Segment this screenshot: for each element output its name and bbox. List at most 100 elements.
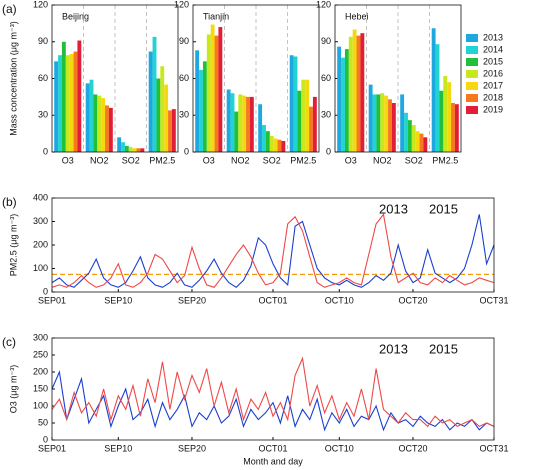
x-tick-label: SO2	[405, 155, 423, 165]
x-tick-label: SEP20	[178, 295, 206, 305]
bar	[415, 131, 420, 152]
bar	[439, 90, 444, 152]
bar	[360, 33, 365, 152]
plot-frame	[334, 4, 462, 153]
y-tick-label: 150	[33, 383, 48, 393]
x-tick-label: OCT10	[325, 443, 354, 453]
bar	[210, 24, 215, 153]
x-tick-label: OCT20	[398, 295, 427, 305]
y-axis-label: O3 (μg m⁻³)	[8, 365, 18, 413]
panel-label: (c)	[2, 335, 16, 349]
bar	[77, 40, 82, 152]
bar	[124, 145, 129, 152]
legend-label: 2015	[429, 341, 458, 356]
bar	[435, 44, 440, 153]
bar	[273, 138, 278, 152]
y-tick-label: 50	[38, 417, 48, 427]
bar	[164, 84, 169, 152]
y-tick-label: 120	[316, 0, 331, 9]
x-tick-label: OCT01	[258, 295, 287, 305]
bar	[293, 56, 298, 153]
bar	[152, 36, 157, 152]
bar	[246, 96, 250, 152]
bar	[301, 79, 306, 152]
x-tick-label: NO2	[373, 155, 392, 165]
bar	[234, 111, 239, 152]
bar	[344, 49, 349, 152]
bar	[132, 148, 137, 152]
bar	[121, 142, 125, 152]
bar	[160, 66, 165, 152]
bar	[305, 79, 310, 152]
y-tick-label: 60	[38, 73, 48, 83]
bar	[265, 131, 270, 152]
bar	[168, 110, 172, 152]
bar	[297, 90, 302, 152]
bar	[411, 125, 416, 152]
legend-label: 2013	[379, 201, 408, 216]
legend-label: 2015	[483, 56, 503, 66]
bar	[226, 89, 231, 152]
bar	[242, 95, 247, 152]
x-tick-label: PM2.5	[149, 155, 175, 165]
x-tick-label: O3	[203, 155, 215, 165]
bar	[352, 29, 357, 152]
bar	[89, 79, 94, 152]
bar	[230, 93, 235, 152]
y-tick-label: 0	[43, 286, 48, 296]
y-axis-label: PM2.5 (μg m⁻³)	[8, 214, 18, 276]
y-tick-label: 30	[38, 110, 48, 120]
plot-frame	[51, 4, 179, 153]
bar	[101, 98, 106, 152]
bar	[443, 76, 448, 152]
bar	[356, 35, 361, 152]
x-tick-label: O3	[62, 155, 74, 165]
bar	[117, 137, 122, 152]
x-tick-label: SEP10	[104, 295, 132, 305]
bar	[289, 55, 294, 152]
legend-label: 2014	[483, 44, 503, 54]
bar	[61, 41, 66, 152]
y-tick-label: 300	[33, 216, 48, 226]
bar	[391, 103, 396, 152]
x-tick-label: SEP10	[104, 443, 132, 453]
bar	[199, 69, 203, 152]
x-tick-label: PM2.5	[290, 155, 316, 165]
bar	[69, 54, 74, 152]
bar	[400, 94, 405, 152]
legend-label: 2019	[483, 104, 503, 114]
bar	[309, 106, 313, 152]
bar	[277, 139, 282, 152]
legend-swatch	[466, 46, 478, 54]
bar	[249, 96, 254, 152]
legend-swatch	[466, 94, 478, 102]
bar	[376, 94, 381, 152]
bar	[128, 147, 133, 152]
bar	[368, 84, 373, 152]
bar	[202, 61, 207, 152]
x-tick-label: O3	[345, 155, 357, 165]
bar	[404, 112, 408, 152]
x-axis-label: Month and day	[243, 456, 303, 466]
bar	[65, 55, 70, 152]
x-tick-label: SO2	[122, 155, 140, 165]
bar	[105, 105, 109, 152]
legend-swatch	[466, 34, 478, 42]
x-tick-label: OCT10	[325, 295, 354, 305]
x-tick-label: NO2	[231, 155, 250, 165]
y-tick-label: 100	[33, 400, 48, 410]
y-tick-label: 0	[184, 146, 189, 156]
plot-frame	[51, 337, 495, 441]
bar	[214, 35, 219, 152]
y-tick-label: 120	[174, 0, 189, 9]
x-tick-label: OCT31	[479, 443, 508, 453]
y-tick-label: 60	[179, 73, 189, 83]
bar	[348, 36, 353, 152]
subplot-title: Hebei	[345, 11, 369, 21]
y-tick-label: 400	[33, 192, 48, 202]
bar	[171, 109, 176, 152]
panel-label: (b)	[2, 195, 17, 209]
x-tick-label: OCT31	[479, 295, 508, 305]
bar	[73, 51, 78, 152]
